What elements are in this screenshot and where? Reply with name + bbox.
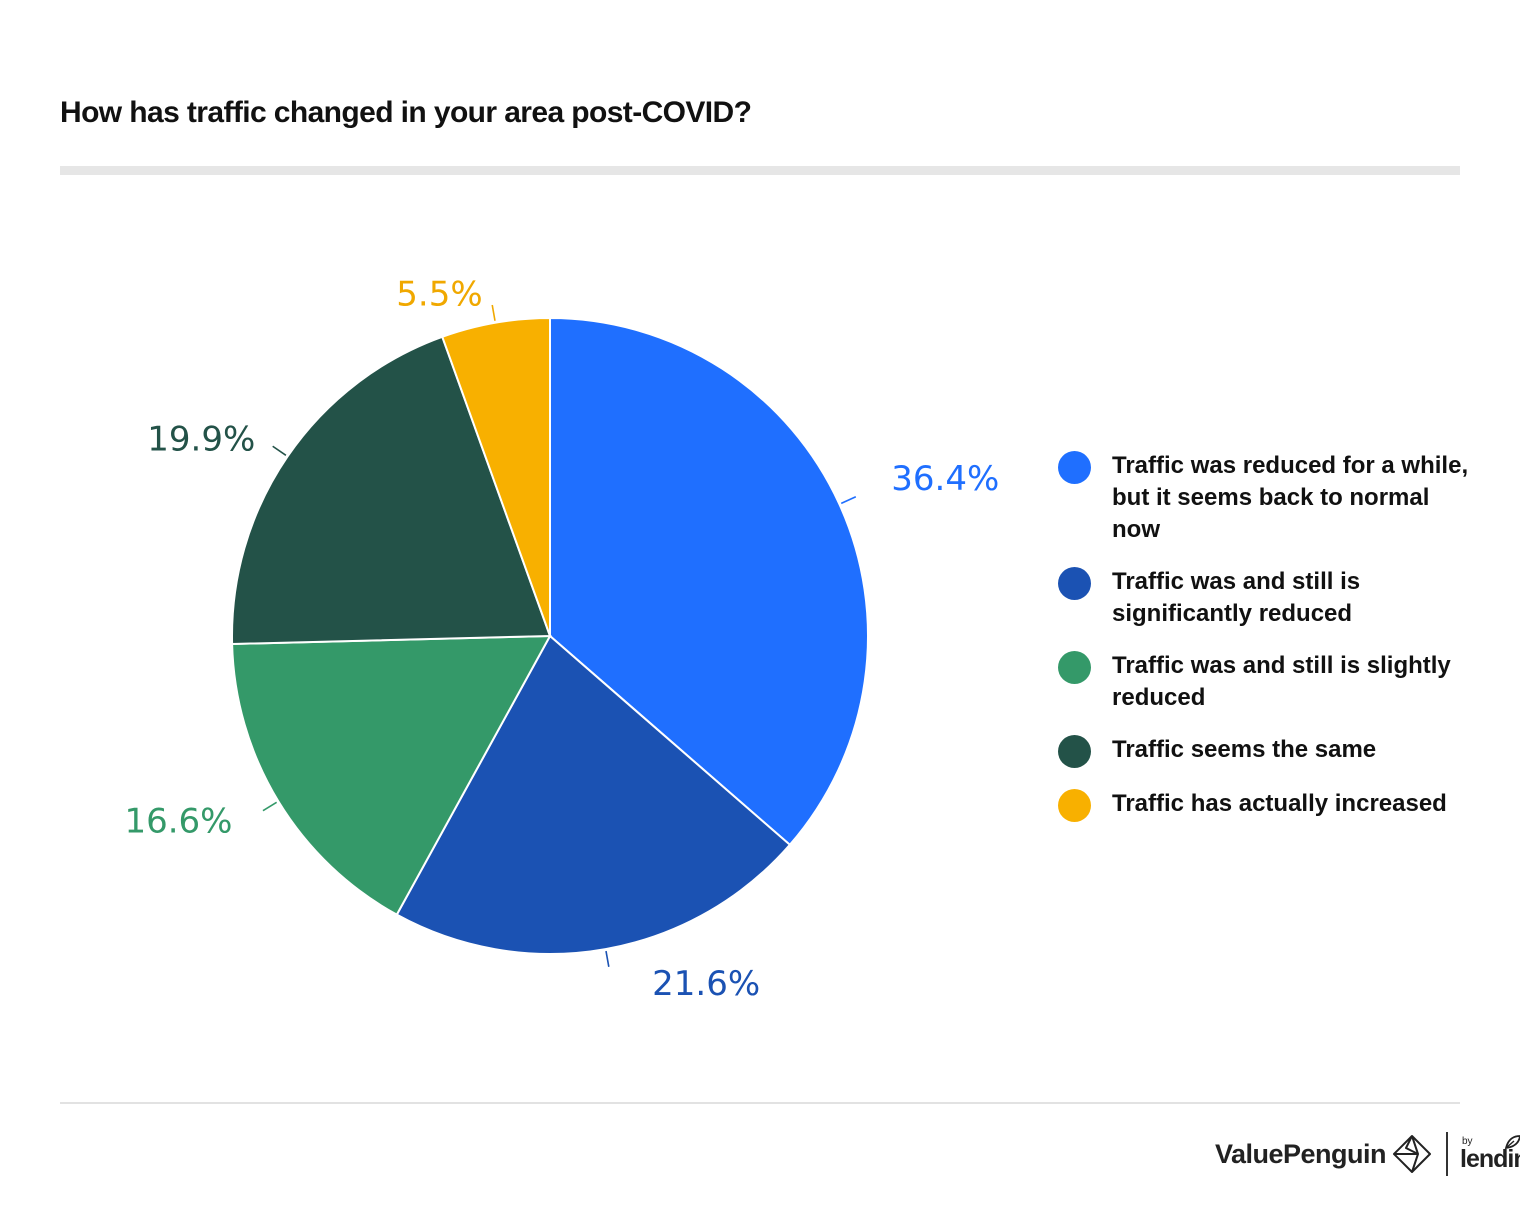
leaf-icon: [1504, 1135, 1520, 1150]
leader-line: [262, 801, 278, 812]
pie-slice: [231, 335, 552, 646]
brand-divider: [1446, 1132, 1448, 1176]
partner-prefix: by: [1462, 1136, 1473, 1147]
legend-label: Traffic seems the same: [1112, 736, 1377, 763]
legend-swatch: [1058, 651, 1091, 684]
slice-value-label: 5.5%: [396, 275, 482, 315]
lendingtree-wordmark: lendingtree: [1460, 1145, 1520, 1173]
legend-item: Traffic was and still is slightly reduce…: [1058, 650, 1478, 714]
legend-label: Traffic was and still is significantly r…: [1112, 568, 1361, 627]
footer-divider: [60, 1102, 1460, 1104]
legend-label: Traffic was reduced for a while, but it …: [1112, 452, 1469, 543]
leader-line: [605, 950, 610, 967]
legend: Traffic was reduced for a while, but it …: [1058, 450, 1478, 842]
slice-value-label: 16.6%: [124, 802, 232, 842]
pie-chart: 36.4% 21.6% 16.6% 19.9% 5.5%: [124, 275, 999, 1004]
legend-swatch: [1058, 735, 1091, 768]
legend-swatch: [1058, 789, 1091, 822]
leader-line: [272, 445, 287, 456]
valuepenguin-wordmark: ValuePenguin: [1214, 1138, 1387, 1169]
chart-title: How has traffic changed in your area pos…: [60, 96, 752, 129]
legend-swatch: [1058, 567, 1091, 600]
pie-slice: [549, 316, 869, 847]
pie-slice: [441, 316, 551, 637]
slice-value-label: 36.4%: [891, 459, 999, 499]
leader-line: [840, 496, 857, 505]
legend-item: Traffic has actually increased: [1058, 788, 1478, 822]
leader-line: [491, 304, 496, 321]
slice-value-label: 21.6%: [652, 964, 760, 1004]
legend-item: Traffic seems the same: [1058, 734, 1478, 768]
title-divider: [60, 166, 1460, 175]
legend-item: Traffic was reduced for a while, but it …: [1058, 450, 1478, 546]
legend-swatch: [1058, 451, 1091, 484]
legend-item: Traffic was and still is significantly r…: [1058, 566, 1478, 630]
slice-value-label: 19.9%: [147, 420, 255, 460]
legend-label: Traffic has actually increased: [1112, 790, 1447, 817]
legend-label: Traffic was and still is slightly reduce…: [1112, 652, 1451, 711]
pie-slice: [395, 634, 792, 955]
valuepenguin-logo-icon: [1393, 1135, 1431, 1173]
brand-footer: ValuePenguin by lendingtree: [1214, 1132, 1520, 1176]
pie-slice: [231, 634, 552, 917]
